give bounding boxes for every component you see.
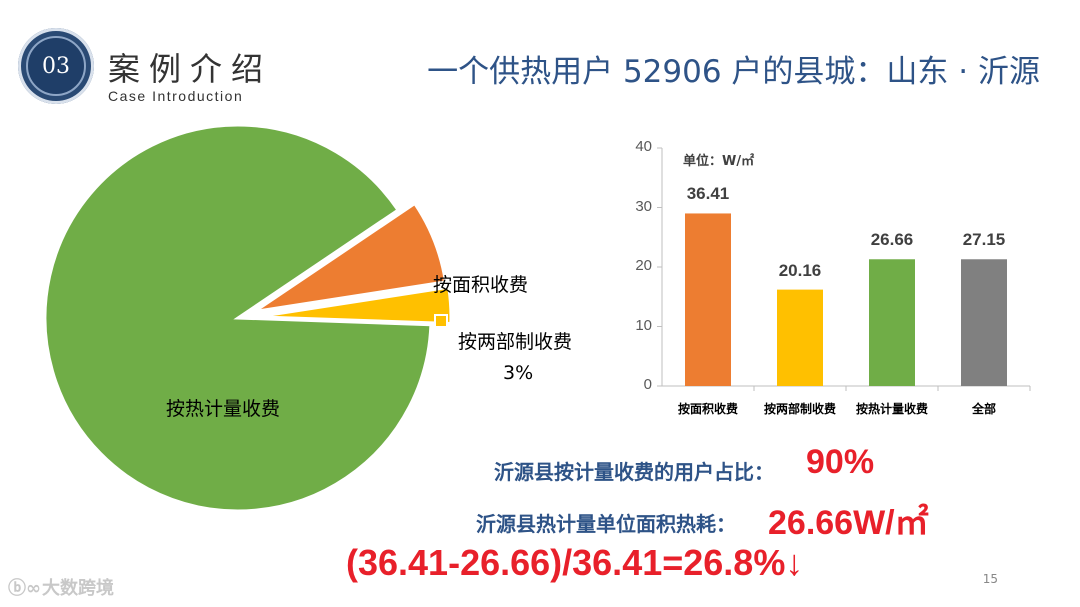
watermark-icon: ⓑ∞ [8,578,41,599]
bar-data-label: 26.66 [870,230,914,250]
pie-label-marker [434,314,448,328]
x-category-label: 按面积收费 [677,402,738,416]
pie-label-two-part: 按两部制收费 [458,331,573,353]
ratio-value: 90% [806,443,875,481]
bar-unit-label: 单位：W/㎡ [683,154,755,169]
y-tick-label: 40 [635,138,652,155]
page-title: 一个供热用户 52906 户的县城：山东 · 沂源 [427,54,1040,90]
pie-label-two-part-pct: 3% [503,362,534,384]
pie-label-area: 按面积收费 [433,274,529,296]
y-tick-label: 30 [635,197,652,215]
bar-data-label: 36.41 [686,184,730,204]
page-number: 15 [982,572,998,586]
ratio-label: 沂源县按计量收费的用户占比： [494,460,774,484]
bar [777,289,823,386]
bar-data-label: 27.15 [962,230,1006,250]
section-subtitle: Case Introduction [108,88,244,104]
pie-label-heat: 按热计量收费 [166,398,281,420]
heat-value: 26.66W/㎡ [768,504,929,542]
watermark-logo: ⓑ∞大数跨境 [8,574,114,600]
savings-formula: (36.41-26.66)/36.41=26.8%↓ [346,542,804,583]
watermark-text: 大数跨境 [42,578,114,599]
y-tick-label: 0 [643,376,652,393]
pie-slice [253,201,448,313]
pie-slice [43,123,433,513]
bar [869,259,915,386]
section-number: 03 [26,36,86,96]
x-category-label: 全部 [971,402,996,416]
pie-slice [257,285,453,326]
bar-data-label: 20.16 [778,260,822,280]
y-tick-label: 10 [635,316,652,334]
bar [961,259,1007,386]
x-category-label: 按热计量收费 [855,402,928,416]
heat-label: 沂源县热计量单位面积热耗： [476,512,736,536]
y-tick-label: 20 [635,257,652,274]
bar [685,213,731,386]
x-category-label: 按两部制收费 [763,402,836,416]
section-title: 案例介绍 [108,50,273,88]
section-badge: 03 [18,28,94,104]
